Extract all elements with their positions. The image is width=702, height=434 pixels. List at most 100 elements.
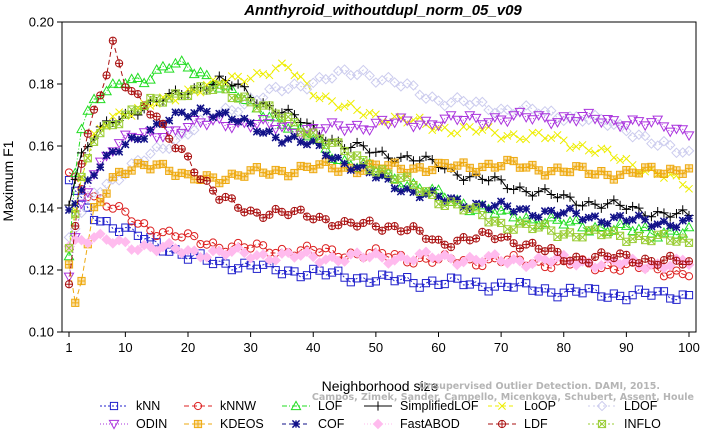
data-point xyxy=(63,272,75,283)
data-point xyxy=(614,218,626,228)
data-point xyxy=(534,213,543,222)
data-point xyxy=(259,70,268,78)
data-point xyxy=(157,241,169,253)
data-point xyxy=(378,270,387,279)
data-point xyxy=(428,165,437,175)
data-point xyxy=(321,151,330,160)
data-point xyxy=(589,109,601,121)
data-point xyxy=(622,250,631,259)
data-point xyxy=(309,128,318,137)
data-point xyxy=(182,61,194,72)
data-point xyxy=(259,241,268,250)
data-point xyxy=(232,242,244,253)
y-tick-label: 0.16 xyxy=(29,139,54,154)
data-point xyxy=(365,108,374,117)
data-point xyxy=(515,277,525,287)
data-point xyxy=(89,137,99,146)
data-point xyxy=(202,107,211,116)
data-point xyxy=(276,122,288,133)
data-point xyxy=(358,141,368,151)
data-point xyxy=(477,96,488,108)
x-tick-label: 100 xyxy=(678,340,700,355)
data-point xyxy=(234,72,243,81)
data-point xyxy=(327,268,337,277)
data-point xyxy=(371,222,380,231)
data-point xyxy=(321,244,330,253)
data-point xyxy=(302,140,312,149)
data-point xyxy=(622,216,631,226)
data-point xyxy=(515,244,525,253)
data-point xyxy=(240,114,249,123)
data-point xyxy=(315,248,324,257)
data-point xyxy=(627,115,639,126)
data-point xyxy=(403,226,412,235)
data-point xyxy=(109,401,119,411)
data-point xyxy=(528,286,537,295)
data-point xyxy=(439,249,451,261)
legend-item-kdeos: KDEOS xyxy=(184,417,264,431)
data-point xyxy=(541,134,549,143)
data-point xyxy=(572,287,581,296)
data-point xyxy=(309,91,318,100)
data-point xyxy=(659,256,669,265)
data-point xyxy=(146,226,155,235)
data-point xyxy=(622,154,631,163)
data-point xyxy=(496,175,506,185)
data-point xyxy=(553,293,562,302)
data-point xyxy=(195,66,206,77)
data-point xyxy=(678,290,687,299)
data-point xyxy=(183,91,193,101)
data-point xyxy=(265,71,274,80)
data-point xyxy=(389,77,400,88)
data-point xyxy=(570,214,582,225)
data-point xyxy=(426,91,438,102)
data-point xyxy=(409,222,418,231)
data-point xyxy=(609,195,619,205)
data-point xyxy=(89,215,99,225)
data-point xyxy=(452,170,462,180)
data-point xyxy=(647,291,656,300)
data-point xyxy=(490,201,499,211)
data-point xyxy=(177,233,186,242)
data-point xyxy=(540,284,550,293)
legend-item-lof: LOF xyxy=(282,399,343,413)
data-point xyxy=(82,192,94,204)
data-point xyxy=(578,162,587,171)
data-point xyxy=(89,105,99,114)
data-point xyxy=(296,137,305,147)
data-point xyxy=(277,59,286,68)
legend-label: KDEOS xyxy=(220,417,264,431)
axes: 1 10 20 30 40 50 60 70 80 90 100 0.10 0.12 0.14 0.16 0.… xyxy=(29,15,700,356)
data-point xyxy=(509,156,518,166)
data-point xyxy=(641,215,650,224)
data-point xyxy=(121,207,130,216)
watermark-line: Campos, Zimek, Sander, Campello, Micenko… xyxy=(312,392,694,403)
data-point xyxy=(359,161,368,170)
data-point xyxy=(282,122,294,132)
data-point xyxy=(666,294,675,303)
data-point xyxy=(77,276,86,286)
data-point xyxy=(621,125,632,137)
data-point xyxy=(259,128,268,138)
data-point xyxy=(665,212,675,222)
data-point xyxy=(534,187,544,197)
legend-label: ODIN xyxy=(136,417,167,431)
y-axis-label: Maximum F1 xyxy=(0,140,16,221)
data-point xyxy=(140,219,149,228)
data-point xyxy=(553,163,562,172)
data-point xyxy=(620,220,632,230)
data-point xyxy=(584,258,593,267)
data-point xyxy=(501,117,513,128)
data-point xyxy=(628,215,637,224)
data-point xyxy=(157,133,169,143)
data-point xyxy=(88,93,100,104)
legend: kNN kNNW LOF SimplifiedLOF LoOP LDOF ODIN KDEOS… xyxy=(100,399,661,431)
data-point xyxy=(684,164,694,173)
data-point xyxy=(664,260,676,272)
data-point xyxy=(490,235,499,244)
data-point xyxy=(522,219,531,228)
data-point xyxy=(282,83,294,95)
data-point xyxy=(684,291,694,300)
data-point xyxy=(521,186,531,197)
data-point xyxy=(421,279,431,288)
